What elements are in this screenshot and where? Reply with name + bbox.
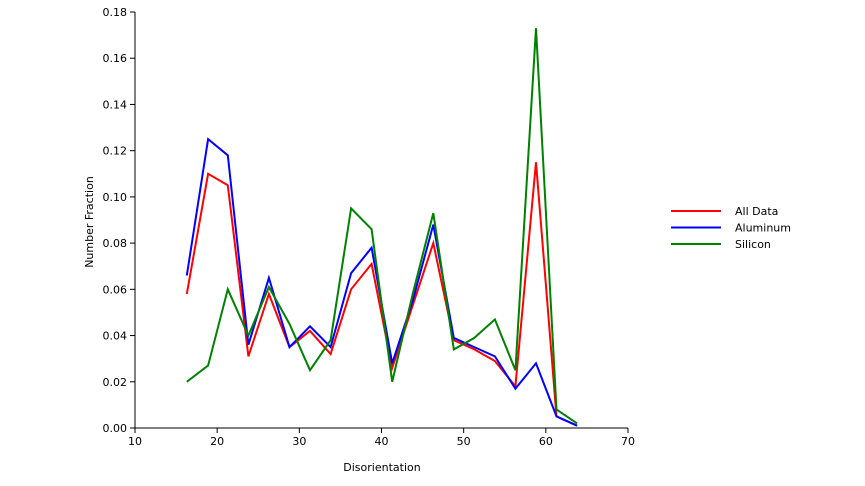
x-tick-label: 30 — [292, 435, 306, 448]
y-tick-label: 0.16 — [103, 52, 128, 65]
legend: All Data Aluminum Silicon — [671, 205, 791, 251]
legend-label-all-data: All Data — [735, 205, 778, 218]
y-tick-label: 0.06 — [103, 283, 128, 296]
legend-label-aluminum: Aluminum — [735, 222, 791, 235]
axes: 10 20 30 40 50 60 70 0.00 0.02 0.04 0.06 0.08 0.10 0.… — [103, 6, 636, 448]
y-tick-label: 0.02 — [103, 376, 128, 389]
y-tick-label: 0.04 — [103, 330, 128, 343]
y-tick-label: 0.00 — [103, 422, 128, 435]
y-tick-label: 0.18 — [103, 6, 128, 19]
y-tick-label: 0.14 — [103, 98, 128, 111]
x-axis-title: Disorientation — [343, 461, 420, 474]
y-tick-label: 0.08 — [103, 237, 128, 250]
series-layer — [185, 28, 578, 427]
x-tick-label: 70 — [621, 435, 635, 448]
x-tick-label: 50 — [457, 435, 471, 448]
series-line-aluminum — [185, 137, 578, 427]
y-axis-title: Number Fraction — [83, 176, 96, 268]
x-tick-label: 40 — [375, 435, 389, 448]
x-tick-label: 10 — [128, 435, 142, 448]
y-tick-label: 0.10 — [103, 191, 128, 204]
y-tick-label: 0.12 — [103, 145, 128, 158]
x-tick-label: 60 — [539, 435, 553, 448]
legend-label-silicon: Silicon — [735, 238, 771, 251]
series-line-silicon — [186, 28, 578, 425]
x-tick-label: 20 — [210, 435, 224, 448]
